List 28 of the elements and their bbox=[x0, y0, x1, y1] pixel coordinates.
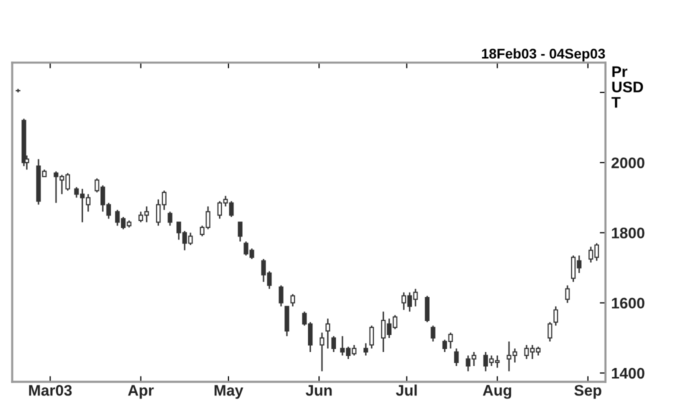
candlestick bbox=[553, 306, 558, 326]
candlestick bbox=[364, 342, 368, 356]
x-tick-label: Jun bbox=[306, 385, 332, 396]
y-tick-label: 1800 bbox=[612, 228, 644, 238]
x-tick-label: Aug bbox=[482, 385, 512, 399]
candlestick bbox=[238, 222, 242, 242]
candlestick bbox=[369, 324, 374, 350]
chart-title: 18Feb03 - 04Sep03 bbox=[482, 48, 605, 62]
y-axis-title: Pr USD T bbox=[612, 66, 643, 108]
candlestick bbox=[454, 348, 459, 367]
x-tick-label: Apr bbox=[128, 385, 154, 399]
candlestick bbox=[168, 210, 172, 226]
candlestick bbox=[424, 295, 430, 323]
candlestick bbox=[290, 293, 296, 308]
y-tick-label: 2000 bbox=[612, 157, 644, 168]
x-tick-label: Mar03 bbox=[29, 384, 72, 396]
candlestick bbox=[320, 332, 324, 372]
y-tick-label: 1400 bbox=[612, 368, 644, 379]
candlestick bbox=[278, 284, 284, 308]
x-tick-label: Sep bbox=[574, 384, 602, 399]
candlestick bbox=[331, 335, 336, 353]
y-tick-label: 1600 bbox=[612, 298, 644, 309]
candlestick bbox=[565, 284, 570, 304]
x-tick-label: Jul bbox=[396, 384, 417, 396]
candlestick bbox=[430, 324, 436, 342]
candlestick bbox=[326, 318, 330, 350]
x-tick-label: May bbox=[214, 385, 244, 399]
candlestick bbox=[548, 321, 552, 342]
